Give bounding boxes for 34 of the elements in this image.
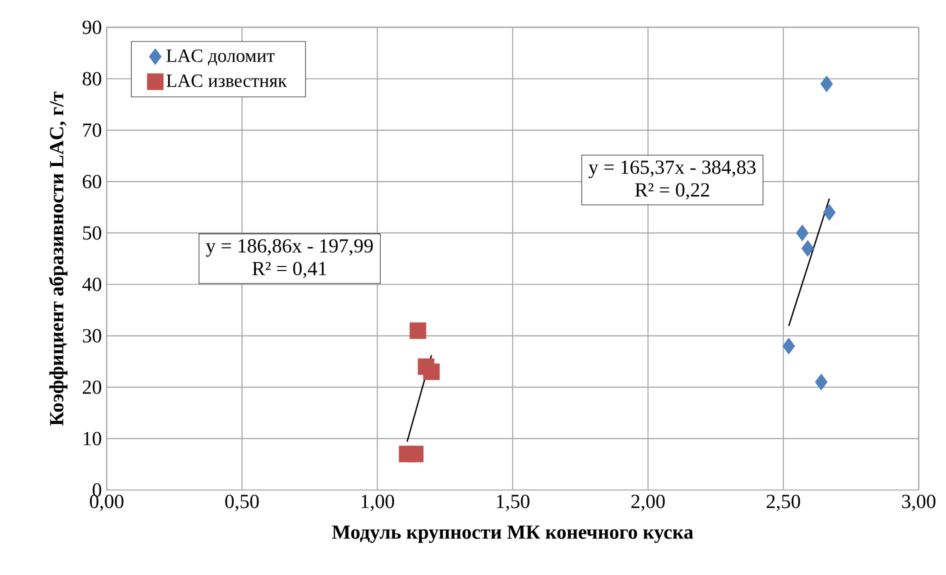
y-tick-label: 70 bbox=[83, 123, 102, 137]
point bbox=[801, 240, 814, 257]
point bbox=[410, 322, 426, 339]
annotation: R² = 0,22 bbox=[635, 183, 710, 200]
point bbox=[796, 224, 809, 242]
annotation: y = 186,86x - 197,99 bbox=[206, 239, 373, 257]
x-tick-label: 1,50 bbox=[496, 494, 530, 512]
y-tick-label: 0 bbox=[92, 483, 102, 497]
x-tick-label: 1,00 bbox=[362, 494, 394, 512]
y-tick-label: 20 bbox=[82, 380, 102, 394]
point bbox=[820, 76, 833, 92]
y-tick-label: 30 bbox=[82, 329, 102, 343]
point bbox=[423, 363, 440, 380]
y-axis-title: Коэффициент абразивности LAC, г/т bbox=[48, 92, 68, 426]
y-tick-label: 60 bbox=[82, 174, 102, 188]
y-tick-label: 40 bbox=[82, 278, 102, 292]
y-tick-label: 80 bbox=[82, 72, 102, 86]
y-tick-label: 50 bbox=[83, 226, 102, 240]
x-axis-title: Модуль крупности МК конечного куска bbox=[332, 526, 694, 543]
x-tick-label: 0,00 bbox=[90, 494, 124, 512]
y-tick-label: 90 bbox=[82, 20, 102, 34]
point bbox=[406, 446, 424, 462]
annotation: R² = 0,41 bbox=[252, 262, 326, 278]
point bbox=[782, 338, 796, 354]
y-tick-label: 10 bbox=[84, 432, 102, 446]
x-tick-label: 2,50 bbox=[766, 494, 800, 512]
legend-label: LAC доломит bbox=[166, 49, 275, 66]
point bbox=[814, 374, 828, 390]
x-tick-label: 3,00 bbox=[902, 494, 936, 512]
point bbox=[823, 204, 836, 221]
x-tick-label: 2,00 bbox=[631, 494, 665, 512]
legend-label: LAC известняк bbox=[166, 74, 287, 88]
annotation: y = 165,37x - 384,83 bbox=[588, 160, 756, 178]
x-tick-label: 0,50 bbox=[225, 494, 259, 512]
